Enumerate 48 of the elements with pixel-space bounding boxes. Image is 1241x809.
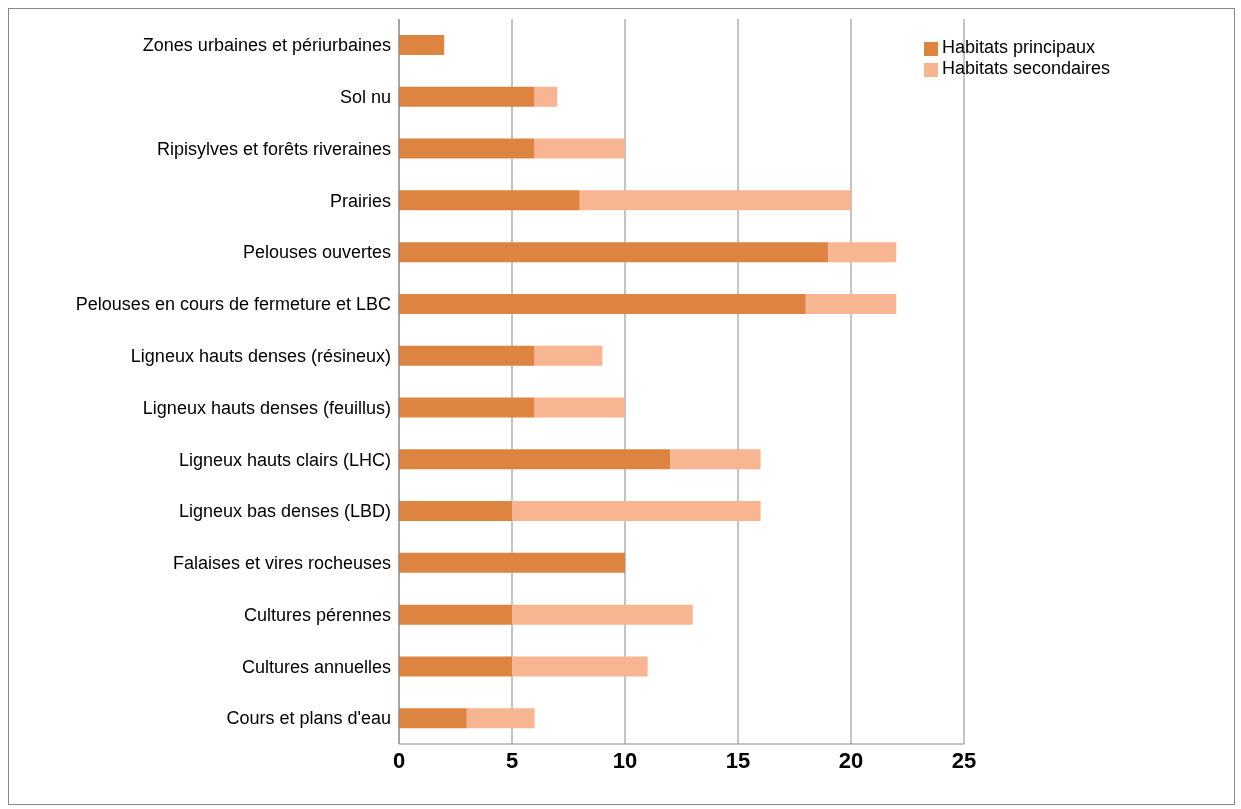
bar xyxy=(399,86,535,107)
bar xyxy=(399,345,535,366)
bar xyxy=(399,449,671,470)
y-tick-label: Cultures annuelles xyxy=(241,656,391,677)
bar xyxy=(399,242,829,263)
bar xyxy=(512,501,761,522)
bar xyxy=(534,397,625,418)
x-tick-label: 20 xyxy=(838,747,864,773)
bar xyxy=(399,293,806,314)
y-tick-label: Ligneux hauts denses (feuillus) xyxy=(142,397,391,418)
x-tick-label: 5 xyxy=(505,747,519,773)
legend-label: Habitats principaux xyxy=(942,37,1096,57)
bar xyxy=(399,138,535,159)
y-tick-label: Ligneux bas denses (LBD) xyxy=(178,501,391,522)
y-tick-label: Ligneux hauts denses (résineux) xyxy=(130,346,391,366)
bar xyxy=(805,293,897,314)
x-tick-label: 15 xyxy=(725,747,751,773)
y-tick-label: Cours et plans d'eau xyxy=(226,708,391,729)
y-tick-label: Cultures pérennes xyxy=(243,604,391,625)
bar xyxy=(579,190,851,211)
y-tick-label: Falaises et vires rocheuses xyxy=(172,553,391,574)
bar xyxy=(534,345,603,366)
legend-label: Habitats secondaires xyxy=(942,58,1111,78)
bar xyxy=(670,449,761,470)
bar xyxy=(512,656,648,677)
x-tick-label: 0 xyxy=(392,747,406,773)
bar xyxy=(399,656,512,677)
y-tick-label: Ripisylves et forêts riveraines xyxy=(156,138,391,159)
bar xyxy=(399,35,445,55)
y-tick-label: Pelouses ouvertes xyxy=(242,242,391,263)
bar xyxy=(512,604,693,625)
bar xyxy=(828,242,897,263)
bar xyxy=(399,708,467,729)
y-tick-label: Prairies xyxy=(329,190,391,211)
bar xyxy=(399,552,625,573)
bar xyxy=(534,86,558,107)
bar xyxy=(399,190,580,211)
x-tick-label: 25 xyxy=(951,747,977,773)
bar xyxy=(466,708,535,729)
bar xyxy=(399,501,512,522)
x-tick-label: 10 xyxy=(612,747,638,773)
bar xyxy=(399,397,535,418)
y-tick-label: Sol nu xyxy=(339,87,391,108)
y-tick-label: Zones urbaines et périurbaines xyxy=(142,35,391,56)
bar xyxy=(399,604,512,625)
y-tick-label: Ligneux hauts clairs (LHC) xyxy=(178,449,391,470)
y-tick-label: Pelouses en cours de fermeture et LBC xyxy=(75,294,391,315)
bar xyxy=(534,138,625,159)
